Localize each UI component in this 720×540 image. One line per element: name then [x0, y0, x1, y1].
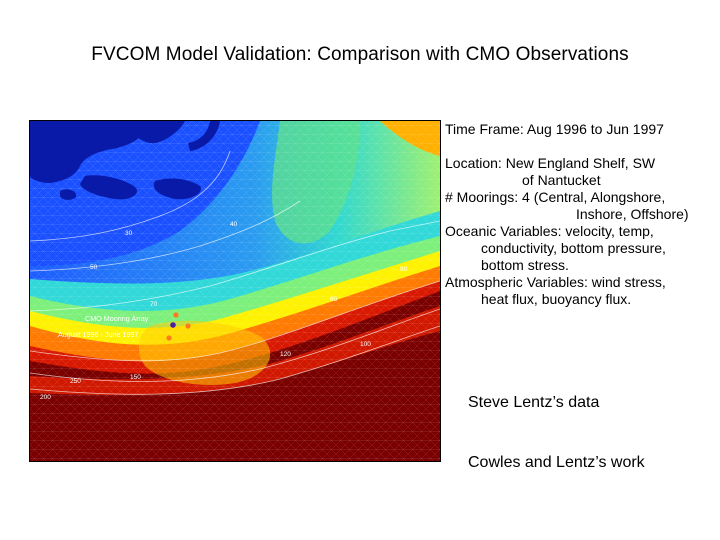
mooring-array-label: CMO Mooring Array [85, 314, 149, 323]
land-mass [30, 121, 150, 183]
contour-label: 120 [280, 351, 291, 358]
mooring-period-label: August 1996 - June 1997 [58, 330, 138, 339]
project-info: Time Frame: Aug 1996 to Jun 1997 Locatio… [445, 121, 717, 308]
contour-label: 70 [150, 301, 158, 308]
contour-label: 250 [70, 378, 81, 385]
oceanic-line-1: Oceanic Variables: velocity, temp, [445, 223, 654, 239]
contour-label: 80 [400, 266, 408, 273]
contour-label: 100 [360, 341, 371, 348]
oceanic-line-2: conductivity, bottom pressure, [481, 240, 666, 256]
contour-label: 40 [230, 221, 238, 228]
contour-label-group: 30 40 50 60 70 80 100 120 150 200 250 [40, 221, 408, 401]
data-credit: Steve Lentz’s data [468, 394, 600, 411]
contour-label: 50 [90, 264, 98, 271]
model-domain-map: 30 40 50 60 70 80 100 120 150 200 250 CM… [29, 120, 441, 462]
atmos-line-1: Atmospheric Variables: wind stress, [445, 274, 666, 290]
mooring-marker-offshore [166, 335, 172, 341]
moorings-line-2: Inshore, Offshore) [576, 206, 689, 222]
location-line-1: Location: New England Shelf, SW [445, 155, 656, 171]
mooring-marker-central [170, 322, 176, 328]
slide-title: FVCOM Model Validation: Comparison with … [91, 44, 629, 65]
mooring-marker-inshore [173, 312, 179, 318]
location-line-2: of Nantucket [522, 172, 601, 188]
contour-label: 30 [125, 230, 133, 237]
oceanic-line-3: bottom stress. [481, 257, 569, 273]
work-credit: Cowles and Lentz’s work [468, 454, 645, 471]
contour-label: 60 [330, 296, 338, 303]
moorings-line-1: # Moorings: 4 (Central, Alongshore, [445, 189, 666, 205]
mooring-marker-alongshore [185, 323, 191, 329]
contour-label: 200 [40, 394, 51, 401]
time-frame-text: Time Frame: Aug 1996 to Jun 1997 [445, 121, 664, 137]
contour-label: 150 [130, 374, 141, 381]
atmos-line-2: heat flux, buoyancy flux. [481, 291, 632, 307]
